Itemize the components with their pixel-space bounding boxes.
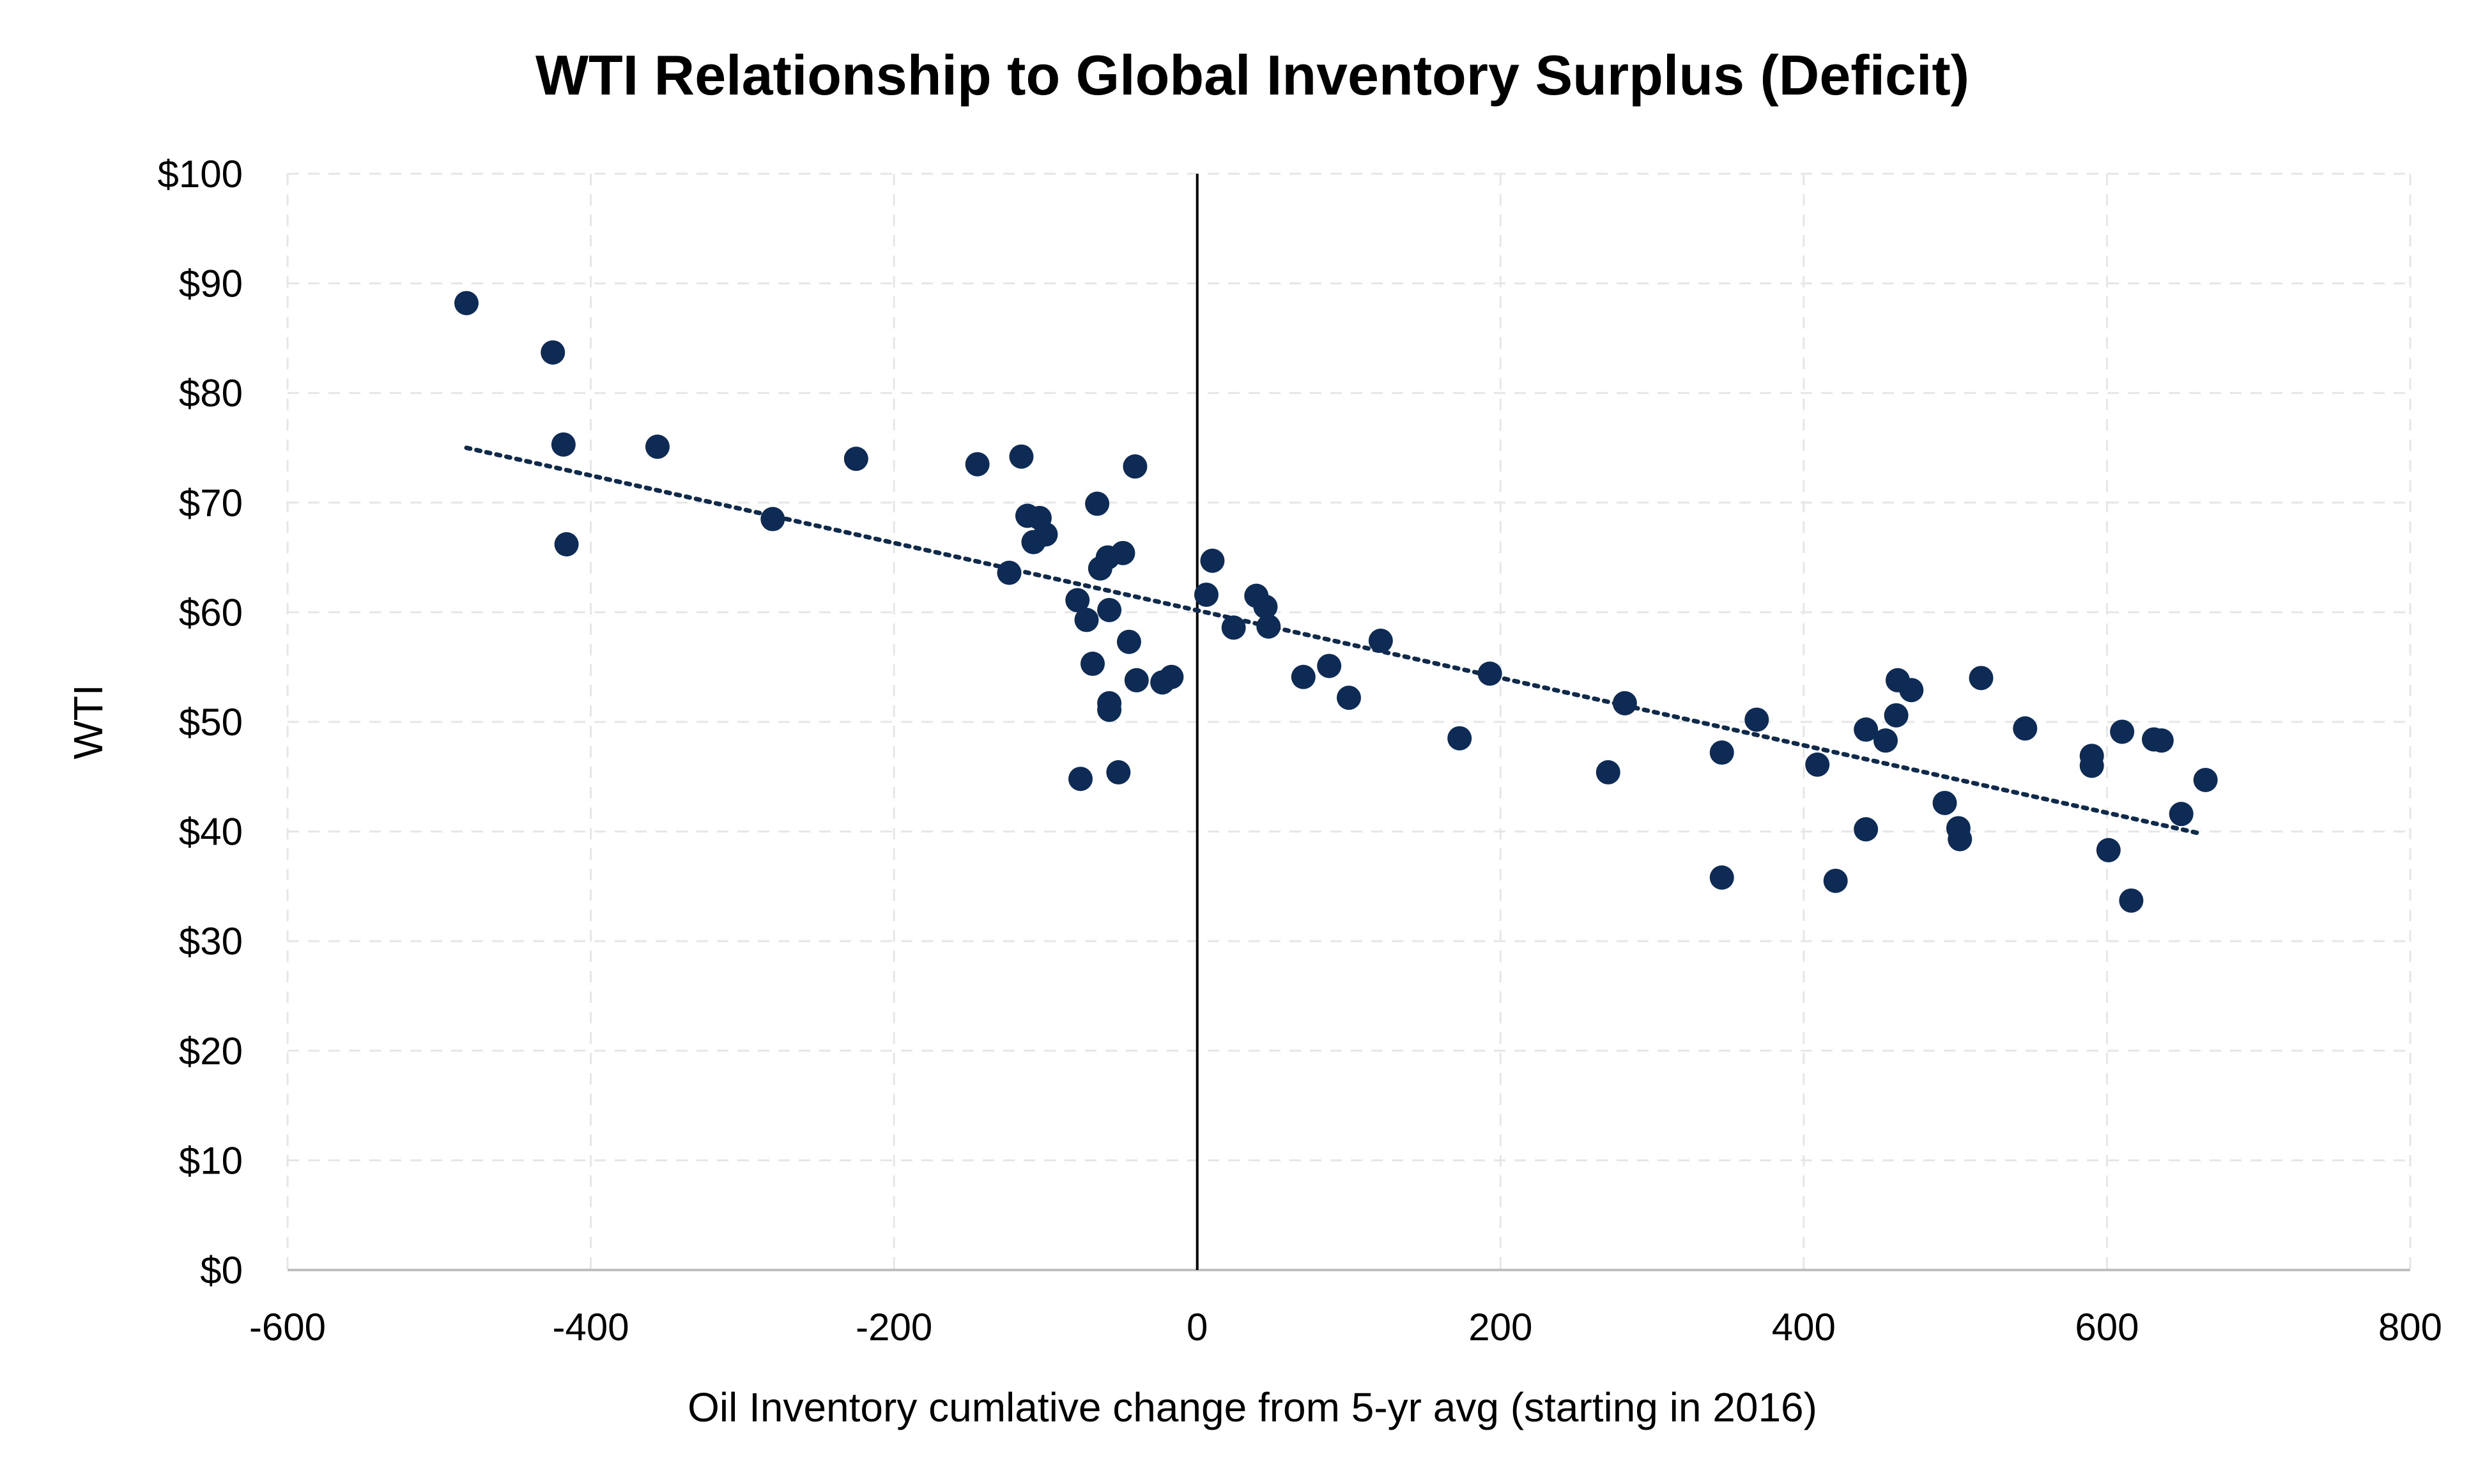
data-point bbox=[1009, 444, 1034, 469]
data-point bbox=[1097, 698, 1122, 723]
data-point bbox=[551, 432, 576, 457]
data-point bbox=[1256, 614, 1281, 639]
x-tick-label: 200 bbox=[1468, 1306, 1532, 1349]
y-tick-label: $60 bbox=[179, 591, 243, 634]
trendline bbox=[464, 445, 2204, 836]
y-tick-label: $40 bbox=[179, 811, 243, 853]
data-point bbox=[1969, 666, 1994, 691]
gridlines bbox=[286, 172, 2411, 1270]
data-point bbox=[1447, 726, 1472, 751]
data-point bbox=[2079, 753, 2104, 778]
y-tick-label: $70 bbox=[179, 482, 243, 524]
data-point bbox=[997, 560, 1022, 585]
y-axis-label: WTI bbox=[65, 684, 111, 759]
data-point bbox=[1368, 629, 1393, 654]
data-point bbox=[1085, 491, 1110, 516]
data-point bbox=[1116, 629, 1141, 654]
x-tick-label: 400 bbox=[1772, 1306, 1836, 1349]
data-point bbox=[1124, 668, 1149, 692]
data-point bbox=[2149, 728, 2174, 753]
y-tick-label: $10 bbox=[179, 1139, 243, 1182]
data-point bbox=[1805, 752, 1830, 777]
data-point bbox=[1854, 717, 1879, 742]
data-point bbox=[2096, 838, 2121, 862]
x-tick-label: -600 bbox=[249, 1306, 326, 1349]
data-point bbox=[2193, 767, 2218, 792]
data-point bbox=[843, 447, 868, 471]
x-tick-label: -400 bbox=[553, 1306, 629, 1349]
x-tick-label: -200 bbox=[856, 1306, 932, 1349]
data-point bbox=[1123, 454, 1148, 479]
data-point bbox=[2110, 719, 2135, 744]
data-point bbox=[1612, 691, 1637, 715]
x-axis-ticks: -600 -400 -200 0 200 400 600 800 bbox=[249, 1306, 2442, 1349]
data-point bbox=[760, 507, 785, 532]
data-point bbox=[1033, 522, 1058, 547]
data-point bbox=[645, 434, 670, 459]
data-point bbox=[1159, 664, 1184, 689]
y-tick-label: $80 bbox=[179, 372, 243, 415]
y-tick-label: $20 bbox=[179, 1030, 243, 1073]
data-point bbox=[2013, 716, 2038, 741]
data-point bbox=[1200, 548, 1225, 573]
y-tick-label: $90 bbox=[179, 263, 243, 305]
data-point bbox=[1884, 703, 1909, 728]
data-point bbox=[1899, 678, 1924, 703]
data-point bbox=[1854, 817, 1879, 842]
data-point bbox=[1065, 588, 1090, 613]
data-point bbox=[1709, 865, 1734, 890]
x-tick-label: 0 bbox=[1187, 1306, 1208, 1349]
data-point bbox=[1194, 582, 1219, 607]
data-point bbox=[2119, 888, 2144, 913]
data-point bbox=[1317, 654, 1342, 678]
data-point bbox=[1337, 685, 1361, 710]
data-point bbox=[1097, 597, 1122, 622]
y-tick-label: $100 bbox=[158, 153, 243, 195]
y-tick-label: $50 bbox=[179, 701, 243, 744]
data-point bbox=[1221, 615, 1246, 640]
data-point bbox=[1080, 652, 1105, 677]
x-axis-label: Oil Inventory cumlative change from 5-yr… bbox=[688, 1384, 1817, 1430]
y-tick-label: $0 bbox=[200, 1249, 243, 1292]
data-point bbox=[1744, 707, 1769, 732]
data-point bbox=[2169, 802, 2194, 827]
data-point bbox=[1477, 661, 1502, 686]
data-point bbox=[1068, 767, 1093, 792]
data-point bbox=[1873, 728, 1898, 753]
data-point bbox=[1709, 740, 1734, 765]
data-point bbox=[1111, 540, 1135, 565]
data-point bbox=[1106, 760, 1131, 784]
data-point bbox=[1948, 827, 1973, 852]
data-point bbox=[1253, 594, 1278, 619]
data-point bbox=[1596, 760, 1620, 784]
x-tick-label: 800 bbox=[2378, 1306, 2442, 1349]
data-point bbox=[1074, 608, 1099, 632]
data-points bbox=[454, 291, 2218, 913]
chart-title: WTI Relationship to Global Inventory Sur… bbox=[535, 43, 1969, 107]
data-point bbox=[454, 291, 479, 316]
x-tick-label: 600 bbox=[2075, 1306, 2139, 1349]
data-point bbox=[965, 452, 990, 477]
y-axis-ticks: $0 $10 $20 $30 $40 $50 $60 $70 $80 $90 $100 bbox=[158, 153, 243, 1292]
data-point bbox=[1932, 790, 1957, 815]
data-point bbox=[1823, 868, 1848, 893]
data-point bbox=[1291, 664, 1316, 689]
data-point bbox=[541, 340, 565, 365]
data-point bbox=[554, 532, 579, 557]
y-tick-label: $30 bbox=[179, 920, 243, 963]
